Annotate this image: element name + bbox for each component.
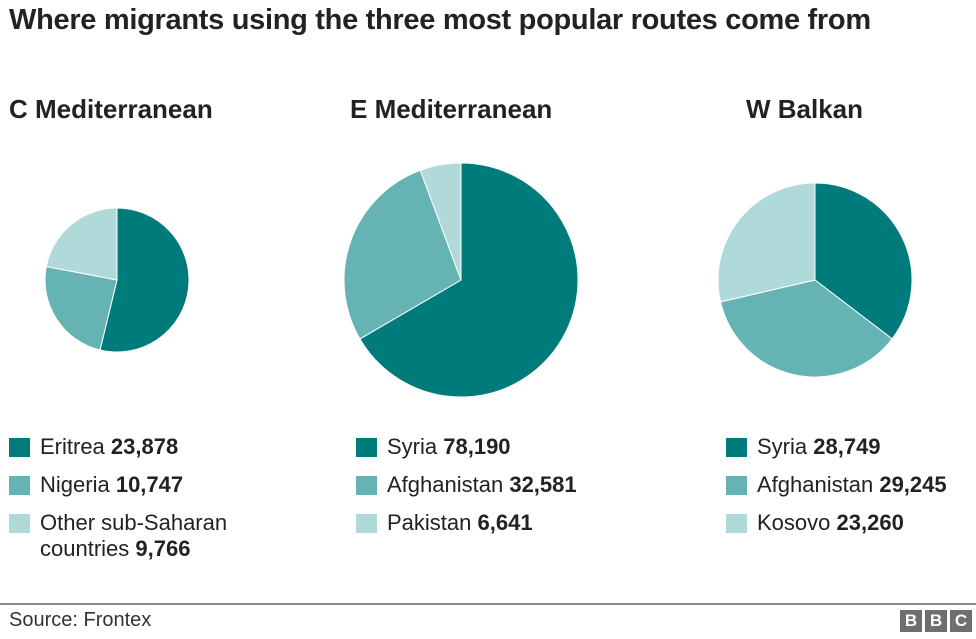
legend-item: Kosovo 23,260 (726, 510, 947, 536)
chart-title: Where migrants using the three most popu… (9, 4, 871, 36)
legend-item: Nigeria 10,747 (9, 472, 227, 498)
swatch-light (356, 514, 377, 533)
legend-item: Eritrea 23,878 (9, 434, 227, 460)
legend-item: Afghanistan 32,581 (356, 472, 577, 498)
pie-slice (419, 162, 462, 281)
pie-slice (99, 207, 190, 353)
pie-slice (343, 169, 462, 340)
pie-slice (359, 162, 579, 398)
pie-slice (717, 182, 816, 303)
swatch-dark (726, 438, 747, 457)
legend-item: Other sub-Saharan countries 9,766 (9, 510, 227, 562)
pie-w-balkan (717, 182, 913, 378)
pie-c-mediterranean (44, 207, 190, 353)
legend-c-med: Eritrea 23,878 Nigeria 10,747 Other sub-… (9, 434, 227, 574)
pie-title-w-balkan: W Balkan (746, 94, 864, 124)
legend-item: Syria 78,190 (356, 434, 577, 460)
legend-item: Afghanistan 29,245 (726, 472, 947, 498)
pie-title-c-med: C Mediterranean (9, 94, 213, 124)
pie-slice (814, 182, 913, 340)
swatch-mid (356, 476, 377, 495)
legend-item: Pakistan 6,641 (356, 510, 577, 536)
legend-w-balkan: Syria 28,749 Afghanistan 29,245 Kosovo 2… (726, 434, 947, 548)
pie-slice (719, 279, 893, 378)
footer-divider (0, 603, 976, 605)
swatch-light (9, 514, 30, 533)
pie-slice (45, 207, 118, 281)
bbc-logo: B B C (900, 610, 972, 632)
swatch-light (726, 514, 747, 533)
pie-slice (44, 265, 118, 351)
swatch-dark (9, 438, 30, 457)
source-note: Source: Frontex (9, 609, 152, 631)
swatch-mid (726, 476, 747, 495)
swatch-dark (356, 438, 377, 457)
pie-e-mediterranean (343, 162, 579, 398)
pie-charts (44, 162, 913, 398)
swatch-mid (9, 476, 30, 495)
pie-title-e-med: E Mediterranean (350, 94, 553, 124)
legend-item: Syria 28,749 (726, 434, 947, 460)
legend-e-med: Syria 78,190 Afghanistan 32,581 Pakistan… (356, 434, 577, 548)
